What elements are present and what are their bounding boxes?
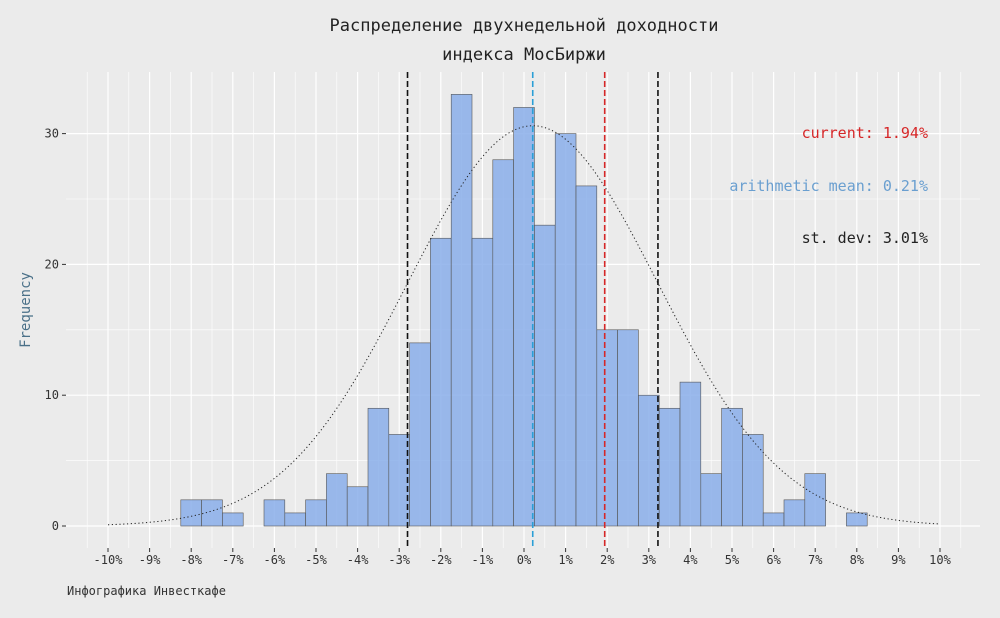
histogram-bar	[263, 499, 286, 527]
x-tick-label: 0%	[517, 553, 532, 567]
histogram-bar	[367, 407, 390, 527]
histogram-bar	[492, 159, 514, 527]
y-tick-label: 0	[52, 519, 59, 533]
x-tick-label: 2%	[600, 553, 615, 567]
x-tick-label: -7%	[222, 553, 244, 567]
histogram-bar	[471, 237, 494, 527]
histogram-bar	[596, 329, 618, 527]
x-tick-label: -5%	[305, 553, 327, 567]
histogram-bar	[284, 512, 306, 527]
x-tick-label: 4%	[683, 553, 698, 567]
histogram-bar	[679, 381, 702, 527]
histogram-bar	[742, 434, 764, 527]
x-tick-label: 3%	[642, 553, 657, 567]
chart-title-line-1: Распределение двухнедельной доходности	[330, 16, 719, 36]
x-tick-label: 7%	[808, 553, 823, 567]
annotation-stdev: st. dev: 3.01%	[802, 229, 928, 247]
histogram-bars	[180, 94, 868, 527]
x-tick-label: -10%	[94, 553, 124, 567]
histogram-bar	[700, 473, 722, 527]
histogram-bar	[617, 329, 639, 527]
histogram-bar	[638, 394, 660, 527]
x-tick-label: -3%	[388, 553, 410, 567]
y-tick-label: 10	[45, 388, 59, 402]
histogram-bar	[450, 94, 473, 527]
x-tick-label: 10%	[929, 553, 951, 567]
histogram-bar	[721, 407, 743, 527]
y-tick-label: 20	[45, 257, 59, 271]
histogram-bar	[409, 342, 431, 527]
x-tick-label: 9%	[891, 553, 906, 567]
annotation-current: current: 1.94%	[802, 124, 928, 142]
annotation-mean: arithmetic mean: 0.21%	[729, 177, 928, 195]
histogram-bar	[388, 434, 410, 527]
x-tick-label: -8%	[180, 553, 202, 567]
histogram-bar	[575, 185, 598, 527]
x-axis-ticks: -10% -9% -8% -7% -6% -5% -4% -3% -2% -1% 0% 1% 2% 3% 4…	[94, 548, 952, 567]
x-tick-label: -6%	[264, 553, 286, 567]
histogram-bar	[201, 499, 223, 527]
x-tick-label: 8%	[850, 553, 865, 567]
histogram-bar	[783, 499, 806, 527]
histogram-bar	[554, 133, 577, 527]
histogram-bar	[534, 224, 556, 527]
x-tick-label: -4%	[347, 553, 369, 567]
histogram-bar	[846, 512, 868, 527]
x-tick-label: -1%	[472, 553, 494, 567]
histogram-bar	[326, 473, 348, 527]
x-tick-label: -2%	[430, 553, 452, 567]
chart-title-line-2: индекса МосБиржи	[442, 45, 606, 65]
x-tick-label: 5%	[725, 553, 740, 567]
histogram-bar	[222, 512, 244, 527]
y-tick-label: 30	[45, 127, 59, 141]
histogram-bar	[346, 486, 369, 527]
histogram-bar	[180, 499, 202, 527]
caption: Инфографика Инвесткафе	[67, 584, 226, 598]
histogram-bar	[658, 407, 681, 527]
histogram-bar	[305, 499, 327, 527]
histogram-bar	[762, 512, 785, 527]
y-axis-ticks: 0 10 20 30	[45, 127, 66, 533]
histogram-bar	[804, 473, 826, 527]
histogram-bar	[430, 237, 452, 527]
y-axis-label: Frequency	[18, 272, 34, 348]
x-tick-label: 6%	[766, 553, 781, 567]
histogram-bar	[513, 107, 535, 527]
x-tick-label: -9%	[139, 553, 161, 567]
x-tick-label: 1%	[558, 553, 573, 567]
reference-lines	[406, 72, 659, 548]
